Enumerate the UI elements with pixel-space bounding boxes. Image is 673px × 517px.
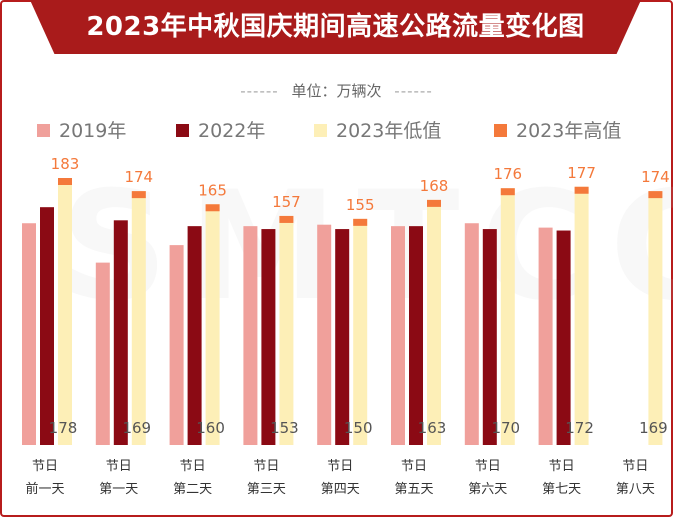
x-tick-label-line1-2: 节日 [106,459,132,474]
x-tick-label-line2-5: 第四天 [321,482,360,497]
x-tick-label-line2-8: 第七天 [542,482,581,497]
x-tick-label-line1-8: 节日 [549,459,575,474]
legend-label-2019: 2019年 [59,120,127,142]
bar-2019-4 [243,226,258,445]
legend-swatch-2019 [37,124,50,137]
value-label-2023-low-2: 169 [122,419,151,437]
bar-2022-5 [335,229,350,445]
x-tick-label-line1-1: 节日 [32,459,58,474]
x-tick-label-line2-1: 前一天 [25,481,64,497]
bar-2022-1 [40,207,54,445]
bar-2023-high-cap-8 [574,186,589,194]
bar-2023-high-cap-6 [427,199,441,207]
bar-2023-high-cap-2 [131,191,146,199]
unit-label: 单位：万辆次 [291,82,382,100]
bar-2023-low-5 [353,218,368,445]
bar-2019-1 [22,223,36,445]
x-tick-label-line2-4: 第三天 [247,482,286,497]
value-label-2023-low-9: 169 [639,419,668,437]
legend-label-2023-high: 2023年高值 [516,120,622,142]
x-tick-label-line1-9: 节日 [622,459,648,474]
legend-swatch-2023-low [314,124,327,137]
value-label-2023-low-7: 170 [491,419,520,437]
bar-2023-high-cap-5 [353,218,368,226]
bar-2023-high-cap-4 [279,215,294,223]
value-label-2023-high-9: 174 [641,168,670,186]
bar-2023-high-cap-9 [648,191,663,199]
bar-2023-high-cap-7 [500,188,515,196]
legend-label-2023-low: 2023年低值 [336,120,442,142]
value-label-2023-high-3: 165 [198,181,227,199]
x-tick-label-line1-6: 节日 [401,459,427,474]
unit-label-row: ------ 单位：万辆次 ------ [0,80,673,101]
x-tick-label-line2-3: 第二天 [173,482,212,497]
value-label-2023-high-2: 174 [124,168,153,186]
title-banner: 2023年中秋国庆期间高速公路流量变化图 [30,0,641,54]
bar-2019-2 [95,262,110,445]
x-tick-label-line2-7: 第六天 [468,482,507,497]
x-tick-label-line2-9: 第八天 [616,482,655,497]
bar-2019-5 [317,224,332,445]
bar-2023-low-9 [648,191,663,445]
bar-2022-4 [261,229,276,445]
bar-2023-high-cap-3 [205,204,220,212]
value-label-2023-high-8: 177 [567,164,596,182]
bar-2023-low-8 [574,186,589,446]
value-label-2023-high-4: 157 [272,193,301,211]
legend-swatch-2022 [176,124,189,137]
x-tick-label-line1-3: 节日 [180,459,206,474]
bar-2019-6 [391,226,405,445]
bar-2022-7 [482,229,497,445]
value-label-2023-low-5: 150 [344,419,373,437]
x-tick-label-line2-2: 第一天 [99,482,138,497]
bar-2023-high-cap-1 [58,178,72,185]
value-label-2023-low-6: 163 [418,419,447,437]
value-label-2023-high-6: 168 [420,177,449,195]
bar-2023-low-1 [58,178,72,445]
value-label-2023-high-7: 176 [493,165,522,183]
value-label-2023-low-4: 153 [270,419,299,437]
legend-label-2022: 2022年 [198,120,266,142]
bar-2022-2 [113,220,128,445]
bar-2019-7 [464,223,479,445]
bar-2023-low-2 [131,191,146,445]
bar-2023-low-4 [279,215,294,445]
bar-2022-8 [556,230,571,445]
bar-2022-6 [409,226,423,445]
bar-2019-8 [538,227,553,445]
legend: 2019年 2022年 2023年低值 2023年高值 [0,118,673,144]
bar-2022-3 [187,226,202,445]
unit-dash-left: ------ [240,82,279,100]
bar-2019-3 [169,245,184,445]
value-label-2023-low-1: 178 [49,419,78,437]
unit-dash-right: ------ [394,82,433,100]
x-tick-label-line1-7: 节日 [475,459,501,474]
x-tick-label-line2-6: 第五天 [394,482,433,497]
chart-title: 2023年中秋国庆期间高速公路流量变化图 [86,12,585,42]
x-tick-label-line1-5: 节日 [327,459,353,474]
value-label-2023-low-8: 172 [565,419,594,437]
x-tick-label-line1-4: 节日 [253,459,279,474]
legend-swatch-2023-high [494,124,507,137]
bar-2023-low-3 [205,204,220,445]
value-label-2023-low-3: 160 [196,419,225,437]
bar-2023-low-7 [500,188,515,445]
value-label-2023-high-1: 183 [51,155,80,173]
value-label-2023-high-5: 155 [346,196,375,214]
bar-2023-low-6 [427,199,441,445]
